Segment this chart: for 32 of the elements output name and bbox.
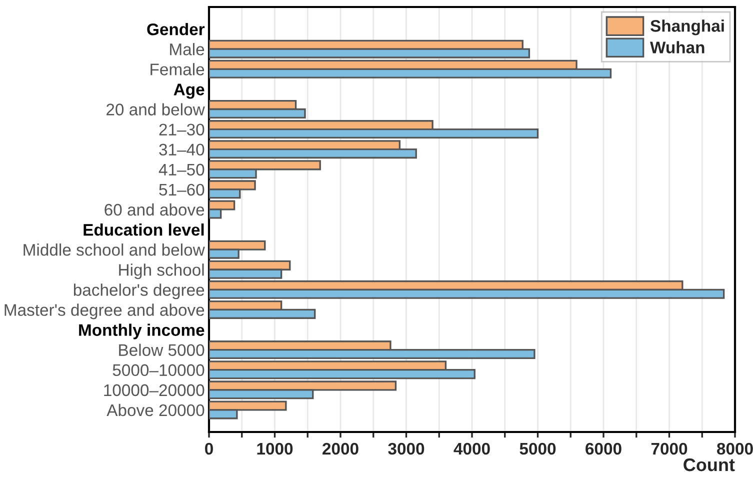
y-tick-label: 21–30 <box>159 124 204 136</box>
y-tick-label: Above 20000 <box>106 404 204 416</box>
x-tick-label: 8000 <box>716 442 753 455</box>
x-tick-label: 4000 <box>454 442 490 455</box>
y-tick-label: Below 5000 <box>119 344 204 356</box>
legend-label: Wuhan <box>650 41 704 54</box>
y-tick-label: 10000–20000 <box>104 384 204 396</box>
x-tick-label: 7000 <box>651 442 688 455</box>
y-tick-label: 31–40 <box>159 144 204 156</box>
y-tick-label: bachelor's degree <box>74 284 204 300</box>
y-tick-label: Monthly income <box>79 324 204 340</box>
x-axis-title: Count <box>684 458 735 472</box>
y-tick-label: Male <box>170 43 204 56</box>
y-tick-label: Education level <box>84 223 204 236</box>
y-tick-label: 5000–10000 <box>112 364 204 376</box>
y-tick-label: Master's degree and above <box>4 304 204 320</box>
y-tick-label: Middle school and below <box>24 244 205 256</box>
legend-label: Shanghai <box>650 20 724 36</box>
x-tick-label: 6000 <box>586 442 622 455</box>
x-tick-label: 5000 <box>520 442 556 455</box>
y-tick-label: 41–50 <box>158 164 204 176</box>
x-tick-label: 3000 <box>388 442 424 455</box>
y-tick-label: Age <box>174 84 204 99</box>
y-tick-label: 51–60 <box>159 184 204 196</box>
x-tick-label: 2000 <box>322 442 358 455</box>
y-tick-label: 20 and below <box>106 103 205 116</box>
y-tick-label: Female <box>150 63 204 76</box>
x-tick-label: 0 <box>205 442 213 455</box>
y-tick-label: 60 and above <box>104 203 204 216</box>
y-tick-label: Gender <box>147 23 205 36</box>
x-tick-label: 1000 <box>257 442 293 455</box>
y-tick-label: High school <box>119 264 204 280</box>
